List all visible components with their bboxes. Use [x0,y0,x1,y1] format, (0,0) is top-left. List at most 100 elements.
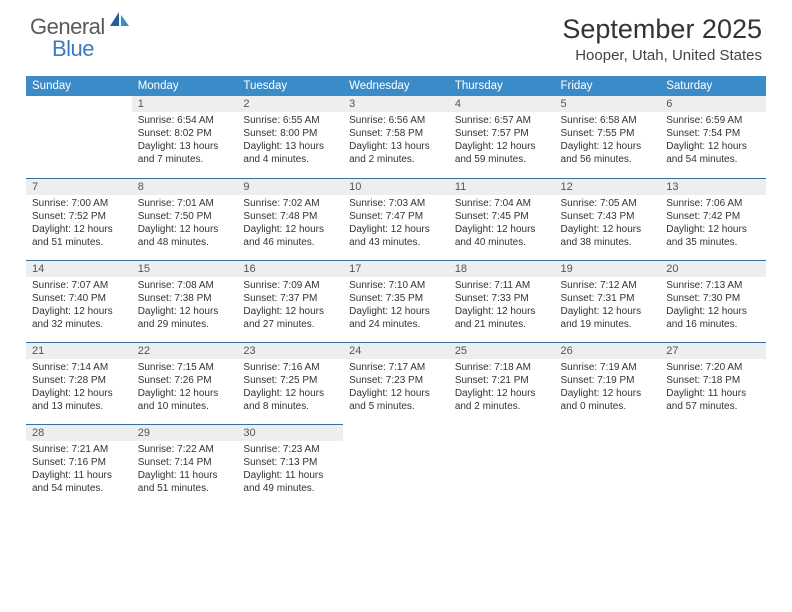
sunset-line: Sunset: 7:19 PM [561,374,655,387]
sunset-line: Sunset: 7:37 PM [243,292,337,305]
empty-day-band [555,424,661,440]
sunrise-line: Sunrise: 7:16 AM [243,361,337,374]
day-number: 6 [660,96,766,112]
sunset-line: Sunset: 7:13 PM [243,456,337,469]
sunrise-line: Sunrise: 7:00 AM [32,197,126,210]
dow-header: Wednesday [343,76,449,96]
logo-sail-icon [109,10,131,33]
sunset-line: Sunset: 7:43 PM [561,210,655,223]
sunset-line: Sunset: 7:21 PM [455,374,549,387]
day-cell: 29Sunrise: 7:22 AMSunset: 7:14 PMDayligh… [132,424,238,506]
sunset-line: Sunset: 7:23 PM [349,374,443,387]
sunset-line: Sunset: 7:55 PM [561,127,655,140]
sunset-line: Sunset: 7:38 PM [138,292,232,305]
month-title: September 2025 [562,14,762,45]
daylight-line: Daylight: 12 hours and 29 minutes. [138,305,232,331]
sunrise-line: Sunrise: 7:05 AM [561,197,655,210]
daylight-line: Daylight: 12 hours and 27 minutes. [243,305,337,331]
sunrise-line: Sunrise: 7:22 AM [138,443,232,456]
daylight-line: Daylight: 12 hours and 48 minutes. [138,223,232,249]
day-number: 7 [26,178,132,195]
day-number: 14 [26,260,132,277]
daylight-line: Daylight: 12 hours and 0 minutes. [561,387,655,413]
sunrise-line: Sunrise: 7:13 AM [666,279,760,292]
daylight-line: Daylight: 12 hours and 24 minutes. [349,305,443,331]
sunrise-line: Sunrise: 7:09 AM [243,279,337,292]
day-body: Sunrise: 7:13 AMSunset: 7:30 PMDaylight:… [660,277,766,335]
sunrise-line: Sunrise: 6:54 AM [138,114,232,127]
sunset-line: Sunset: 8:00 PM [243,127,337,140]
day-number: 23 [237,342,343,359]
sunrise-line: Sunrise: 6:58 AM [561,114,655,127]
day-number: 8 [132,178,238,195]
empty-day-band [449,424,555,440]
day-cell: 10Sunrise: 7:03 AMSunset: 7:47 PMDayligh… [343,178,449,260]
sunrise-line: Sunrise: 7:06 AM [666,197,760,210]
day-cell: 14Sunrise: 7:07 AMSunset: 7:40 PMDayligh… [26,260,132,342]
sunset-line: Sunset: 7:14 PM [138,456,232,469]
location: Hooper, Utah, United States [562,47,762,64]
calendar-week: 7Sunrise: 7:00 AMSunset: 7:52 PMDaylight… [26,178,766,260]
day-number: 15 [132,260,238,277]
day-number: 5 [555,96,661,112]
daylight-line: Daylight: 12 hours and 16 minutes. [666,305,760,331]
dow-header: Tuesday [237,76,343,96]
day-number: 29 [132,424,238,441]
day-number: 2 [237,96,343,112]
day-cell [555,424,661,506]
daylight-line: Daylight: 12 hours and 38 minutes. [561,223,655,249]
day-cell: 19Sunrise: 7:12 AMSunset: 7:31 PMDayligh… [555,260,661,342]
sunrise-line: Sunrise: 7:04 AM [455,197,549,210]
sunrise-line: Sunrise: 6:59 AM [666,114,760,127]
day-number: 10 [343,178,449,195]
day-number: 17 [343,260,449,277]
day-number: 16 [237,260,343,277]
day-cell: 21Sunrise: 7:14 AMSunset: 7:28 PMDayligh… [26,342,132,424]
day-number: 26 [555,342,661,359]
day-cell: 24Sunrise: 7:17 AMSunset: 7:23 PMDayligh… [343,342,449,424]
sunset-line: Sunset: 7:31 PM [561,292,655,305]
daylight-line: Daylight: 12 hours and 13 minutes. [32,387,126,413]
sunset-line: Sunset: 7:33 PM [455,292,549,305]
day-number: 4 [449,96,555,112]
sunset-line: Sunset: 7:58 PM [349,127,443,140]
day-number: 18 [449,260,555,277]
day-body: Sunrise: 7:00 AMSunset: 7:52 PMDaylight:… [26,195,132,253]
day-cell: 6 Sunrise: 6:59 AMSunset: 7:54 PMDaylight… [660,96,766,178]
daylight-line: Daylight: 12 hours and 8 minutes. [243,387,337,413]
day-body: Sunrise: 7:08 AMSunset: 7:38 PMDaylight:… [132,277,238,335]
daylight-line: Daylight: 12 hours and 5 minutes. [349,387,443,413]
sunrise-line: Sunrise: 7:21 AM [32,443,126,456]
day-body: Sunrise: 7:12 AMSunset: 7:31 PMDaylight:… [555,277,661,335]
day-body: Sunrise: 7:20 AMSunset: 7:18 PMDaylight:… [660,359,766,417]
sunrise-line: Sunrise: 7:15 AM [138,361,232,374]
empty-day-band [660,424,766,440]
day-body: Sunrise: 7:07 AMSunset: 7:40 PMDaylight:… [26,277,132,335]
day-cell: 17Sunrise: 7:10 AMSunset: 7:35 PMDayligh… [343,260,449,342]
daylight-line: Daylight: 12 hours and 46 minutes. [243,223,337,249]
day-number: 22 [132,342,238,359]
day-number: 19 [555,260,661,277]
day-cell: 16 Sunrise: 7:09 AMSunset: 7:37 PMDayligh… [237,260,343,342]
day-cell: 27Sunrise: 7:20 AMSunset: 7:18 PMDayligh… [660,342,766,424]
sunrise-line: Sunrise: 7:10 AM [349,279,443,292]
day-body: Sunrise: 7:10 AMSunset: 7:35 PMDaylight:… [343,277,449,335]
day-body: Sunrise: 7:06 AMSunset: 7:42 PMDaylight:… [660,195,766,253]
daylight-line: Daylight: 13 hours and 4 minutes. [243,140,337,166]
sunset-line: Sunset: 7:45 PM [455,210,549,223]
day-number: 21 [26,342,132,359]
day-body: Sunrise: 7:19 AMSunset: 7:19 PMDaylight:… [555,359,661,417]
daylight-line: Daylight: 12 hours and 32 minutes. [32,305,126,331]
day-body: Sunrise: 7:16 AMSunset: 7:25 PMDaylight:… [237,359,343,417]
daylight-line: Daylight: 12 hours and 2 minutes. [455,387,549,413]
daylight-line: Daylight: 12 hours and 56 minutes. [561,140,655,166]
sunset-line: Sunset: 7:54 PM [666,127,760,140]
daylight-line: Daylight: 12 hours and 54 minutes. [666,140,760,166]
daylight-line: Daylight: 12 hours and 59 minutes. [455,140,549,166]
day-cell: 20Sunrise: 7:13 AMSunset: 7:30 PMDayligh… [660,260,766,342]
day-number: 13 [660,178,766,195]
day-body: Sunrise: 6:58 AMSunset: 7:55 PMDaylight:… [555,112,661,170]
day-cell [660,424,766,506]
day-cell: 15Sunrise: 7:08 AMSunset: 7:38 PMDayligh… [132,260,238,342]
title-block: September 2025 Hooper, Utah, United Stat… [562,14,762,64]
